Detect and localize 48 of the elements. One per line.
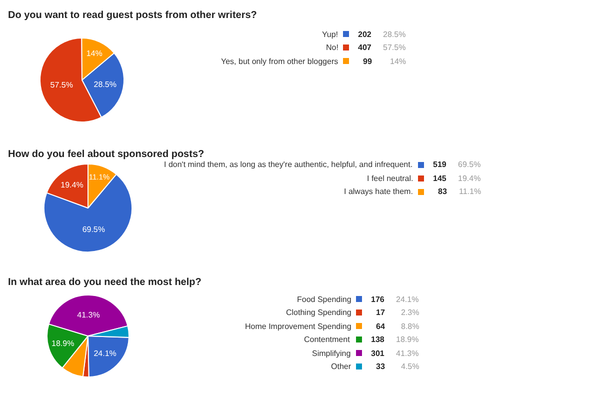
text: 24.1%	[396, 295, 419, 304]
data-label: 41.3%	[77, 310, 100, 320]
data-label: 28.5%	[94, 80, 116, 90]
chart-title: In what area do you need the most help?	[8, 277, 202, 288]
data-label: 69.5%	[82, 224, 105, 234]
text: 18.9%	[396, 335, 419, 344]
text: 8.8%	[401, 322, 420, 331]
text: 301	[371, 349, 385, 358]
text: 4.5%	[401, 362, 420, 371]
text: 202	[358, 30, 372, 39]
legend-label: Clothing Spending	[286, 308, 352, 317]
data-label: 19.4%	[60, 180, 84, 190]
text: 41.3%	[396, 349, 419, 358]
data-label: 57.5%	[50, 80, 73, 90]
text: 64	[376, 322, 386, 331]
text: 11.1%	[459, 187, 482, 196]
text: 19.4%	[458, 174, 481, 183]
data-label: 14%	[86, 48, 102, 58]
text: 2.3%	[401, 308, 420, 317]
text: 145	[433, 174, 447, 183]
text: 28.5%	[383, 30, 406, 39]
text: 14%	[390, 57, 406, 66]
chart-title: Do you want to read guest posts from other writers?	[8, 10, 257, 21]
text: 33	[376, 362, 386, 371]
legend-label: No!	[326, 43, 338, 52]
legend-label: Other	[331, 362, 352, 371]
text: 57.5%	[383, 43, 406, 52]
data-label: 18.9%	[52, 339, 74, 348]
legend-label: I feel neutral.	[367, 174, 414, 183]
legend-label: Simplifying	[312, 349, 351, 358]
data-label: 24.1%	[94, 348, 116, 358]
legend-label: I don't mind them, as long as they're authentic, helpful, and infrequent.	[164, 160, 413, 169]
text: 17	[376, 308, 386, 317]
text: 99	[363, 57, 372, 66]
legend-label: I always hate them.	[344, 187, 413, 196]
legend-label: Contentment	[304, 335, 351, 344]
text: 83	[438, 187, 448, 196]
text: 519	[433, 160, 447, 169]
data-label: 11.1%	[88, 172, 110, 182]
text: 407	[358, 43, 372, 52]
text: 69.5%	[458, 160, 481, 169]
legend-label: Yes, but only from other bloggers	[221, 57, 338, 66]
chart-title: How do you feel about sponsored posts?	[8, 149, 204, 160]
legend-label: Food Spending	[297, 295, 352, 304]
text: 176	[371, 295, 385, 304]
text: 138	[371, 335, 385, 344]
legend-label: Home Improvement Spending	[245, 322, 352, 331]
legend-label: Yup!	[322, 30, 338, 39]
